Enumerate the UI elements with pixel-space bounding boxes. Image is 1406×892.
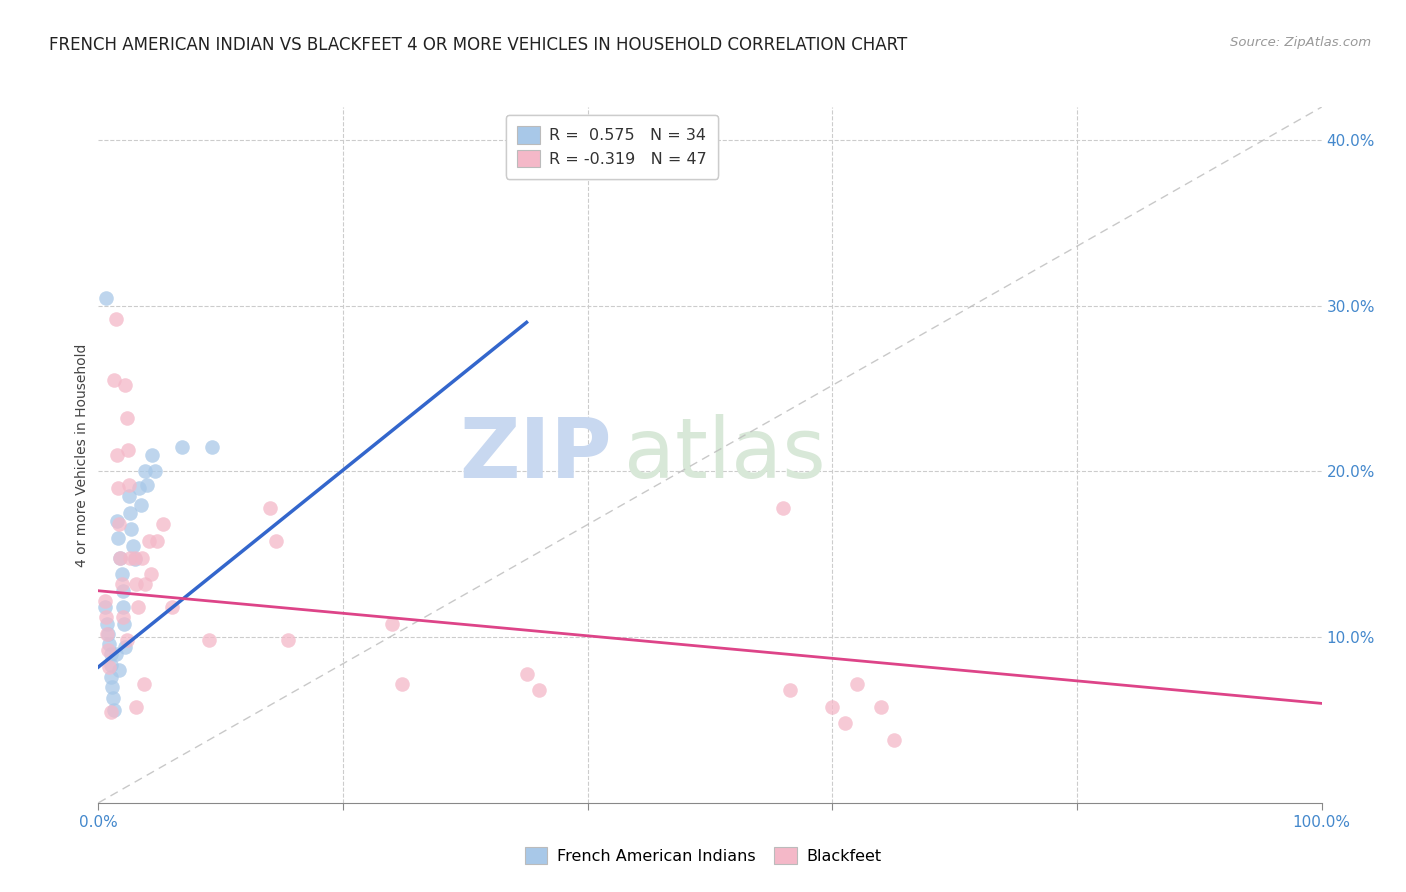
Point: [104, 647, 127, 661]
Y-axis label: 4 or more Vehicles in Household: 4 or more Vehicles in Household: [76, 343, 90, 566]
Point: [111, 577, 134, 591]
Point: [101, 691, 124, 706]
Point: [120, 550, 142, 565]
Point: [93, 600, 115, 615]
Point: [111, 600, 134, 615]
Point: [111, 610, 134, 624]
Point: [104, 312, 127, 326]
Text: Source: ZipAtlas.com: Source: ZipAtlas.com: [1230, 36, 1371, 49]
Point: [136, 477, 159, 491]
Point: [121, 539, 143, 553]
Text: ZIP: ZIP: [460, 415, 612, 495]
Point: [94, 610, 117, 624]
Point: [160, 600, 183, 615]
Point: [821, 699, 844, 714]
Point: [170, 440, 193, 454]
Point: [132, 676, 155, 690]
Point: [120, 506, 142, 520]
Point: [515, 666, 537, 681]
Point: [779, 683, 801, 698]
Point: [105, 448, 128, 462]
Point: [117, 442, 139, 457]
Point: [100, 658, 122, 673]
Point: [391, 676, 413, 690]
Point: [97, 643, 120, 657]
Point: [125, 699, 148, 714]
Point: [120, 523, 142, 537]
Point: [381, 616, 404, 631]
Point: [103, 703, 125, 717]
Point: [115, 633, 138, 648]
Point: [96, 627, 118, 641]
Point: [108, 663, 131, 677]
Point: [277, 633, 299, 648]
Point: [112, 616, 135, 631]
Point: [111, 583, 134, 598]
Point: [139, 567, 162, 582]
Point: [146, 534, 169, 549]
Point: [115, 411, 138, 425]
Point: [141, 448, 163, 462]
Point: [114, 378, 136, 392]
Point: [845, 676, 868, 690]
Point: [108, 517, 131, 532]
Point: [870, 699, 893, 714]
Point: [134, 465, 156, 479]
Legend: French American Indians, Blackfeet: French American Indians, Blackfeet: [519, 840, 887, 871]
Point: [259, 500, 281, 515]
Point: [96, 616, 118, 631]
Legend: R =  0.575   N = 34, R = -0.319   N = 47: R = 0.575 N = 34, R = -0.319 N = 47: [506, 115, 718, 178]
Point: [527, 683, 550, 698]
Point: [124, 550, 146, 565]
Point: [834, 716, 856, 731]
Point: [103, 373, 125, 387]
Point: [131, 550, 153, 565]
Point: [105, 514, 128, 528]
Point: [772, 500, 794, 515]
Text: FRENCH AMERICAN INDIAN VS BLACKFEET 4 OR MORE VEHICLES IN HOUSEHOLD CORRELATION : FRENCH AMERICAN INDIAN VS BLACKFEET 4 OR…: [49, 36, 907, 54]
Point: [97, 627, 120, 641]
Point: [134, 577, 156, 591]
Point: [107, 531, 129, 545]
Point: [98, 660, 121, 674]
Point: [93, 593, 115, 607]
Point: [94, 291, 117, 305]
Point: [107, 481, 129, 495]
Point: [110, 550, 132, 565]
Point: [101, 680, 124, 694]
Point: [100, 647, 122, 661]
Point: [883, 732, 905, 747]
Point: [128, 481, 150, 495]
Point: [111, 567, 134, 582]
Text: atlas: atlas: [624, 415, 827, 495]
Point: [143, 465, 166, 479]
Point: [129, 498, 152, 512]
Point: [197, 633, 219, 648]
Point: [114, 640, 136, 654]
Point: [127, 600, 149, 615]
Point: [201, 440, 224, 454]
Point: [98, 637, 121, 651]
Point: [138, 534, 160, 549]
Point: [152, 517, 174, 532]
Point: [125, 577, 148, 591]
Point: [110, 550, 132, 565]
Point: [124, 552, 146, 566]
Point: [100, 670, 122, 684]
Point: [118, 489, 141, 503]
Point: [118, 477, 141, 491]
Point: [100, 705, 122, 719]
Point: [264, 534, 287, 549]
